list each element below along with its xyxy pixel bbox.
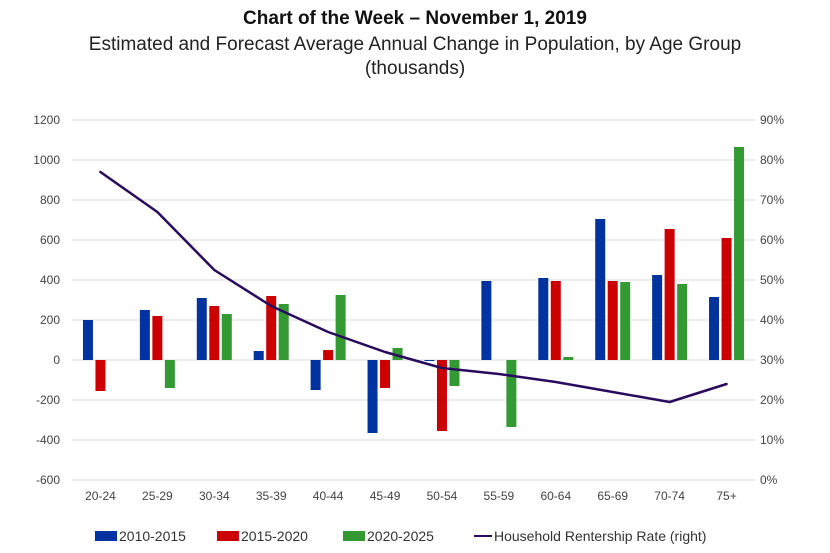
x-tick-label: 55-59 <box>484 489 515 503</box>
bar-2010-2015-30-34 <box>196 298 207 360</box>
bar-2015-2020-65-69 <box>607 281 618 360</box>
y-tick-label: 800 <box>40 193 60 207</box>
bar-2010-2015-75plus <box>709 297 720 360</box>
y2-tick-label: 80% <box>760 153 784 167</box>
bar-2010-2015-55-59 <box>481 281 492 360</box>
y-tick-label: -600 <box>36 473 60 487</box>
y-tick-label: -200 <box>36 393 60 407</box>
chart-subtitle: Estimated and Forecast Average Annual Ch… <box>0 33 830 81</box>
legend-label-2010-2015: 2010-2015 <box>119 528 186 544</box>
bar-2010-2015-70-74 <box>652 275 663 360</box>
y-tick-label: 600 <box>40 233 60 247</box>
legend-swatch-2010-2015 <box>95 531 117 541</box>
bar-2015-2020-45-49 <box>380 360 391 388</box>
y-tick-label: -400 <box>36 433 60 447</box>
legend-label-rentership-rate: Household Rentership Rate (right) <box>494 528 707 544</box>
y2-tick-label: 60% <box>760 233 784 247</box>
legend-item-2015-2020: 2015-2020 <box>217 528 308 544</box>
x-tick-label: 75+ <box>716 489 736 503</box>
y-tick-label: 1200 <box>33 113 60 127</box>
x-tick-label: 65-69 <box>597 489 628 503</box>
bar-2020-2025-75plus <box>734 147 745 360</box>
x-tick-label: 40-44 <box>313 489 344 503</box>
legend-swatch-rentership-rate <box>474 535 492 537</box>
bar-2020-2025-25-29 <box>164 360 175 388</box>
y-axis-right: 90% 80% 70% 60% 50% 40% 30% 20% 10% 0% <box>760 113 784 487</box>
legend-item-2010-2015: 2010-2015 <box>95 528 186 544</box>
bar-series <box>82 147 745 433</box>
bar-2020-2025-45-49 <box>392 348 403 360</box>
legend-item-rentership-rate: Household Rentership Rate (right) <box>474 528 706 544</box>
x-tick-label: 45-49 <box>370 489 401 503</box>
y2-tick-label: 20% <box>760 393 784 407</box>
bar-2010-2015-45-49 <box>367 360 378 433</box>
x-tick-label: 60-64 <box>540 489 571 503</box>
line-household-rentership-rate <box>99 170 728 404</box>
x-axis: 20-24 25-29 30-34 35-39 40-44 45-49 50-54 55-59… <box>85 489 737 503</box>
y2-tick-label: 40% <box>760 313 784 327</box>
y2-tick-label: 10% <box>760 433 784 447</box>
bar-2010-2015-65-69 <box>595 219 606 360</box>
bar-2020-2025-70-74 <box>677 284 688 360</box>
bar-2015-2020-25-29 <box>152 316 163 360</box>
bar-2015-2020-50-54 <box>436 360 447 431</box>
y2-tick-label: 30% <box>760 353 784 367</box>
y2-tick-label: 90% <box>760 113 784 127</box>
bar-2010-2015-25-29 <box>139 310 150 360</box>
legend-swatch-2015-2020 <box>217 531 239 541</box>
bar-2015-2020-30-34 <box>209 306 220 360</box>
bar-2020-2025-55-59 <box>506 360 517 427</box>
y-tick-label: 0 <box>53 353 60 367</box>
bar-2010-2015-40-44 <box>310 360 321 390</box>
bar-2015-2020-35-39 <box>266 296 277 360</box>
bar-2015-2020-70-74 <box>664 229 675 360</box>
bar-2020-2025-50-54 <box>449 360 460 386</box>
legend-label-2015-2020: 2015-2020 <box>241 528 308 544</box>
x-tick-label: 35-39 <box>256 489 287 503</box>
line-series <box>99 170 728 404</box>
y-tick-label: 400 <box>40 273 60 287</box>
y2-tick-label: 0% <box>760 473 778 487</box>
bar-2020-2025-35-39 <box>278 304 289 360</box>
x-tick-label: 50-54 <box>427 489 458 503</box>
x-tick-label: 30-34 <box>199 489 230 503</box>
y2-tick-label: 50% <box>760 273 784 287</box>
gridlines <box>72 119 755 481</box>
legend-label-2020-2025: 2020-2025 <box>367 528 434 544</box>
y-tick-label: 1000 <box>33 153 60 167</box>
x-tick-label: 25-29 <box>142 489 173 503</box>
bar-2015-2020-75plus <box>721 238 732 360</box>
chart-subtitle-line1: Estimated and Forecast Average Annual Ch… <box>88 34 742 55</box>
y2-tick-label: 70% <box>760 193 784 207</box>
chart-title: Chart of the Week – November 1, 2019 <box>243 8 587 29</box>
y-tick-label: 200 <box>40 313 60 327</box>
bar-2020-2025-65-69 <box>620 282 631 360</box>
bar-2020-2025-30-34 <box>221 314 232 360</box>
chart-subtitle-line2: (thousands) <box>364 58 466 79</box>
legend: 2010-2015 2015-2020 2020-2025 Household … <box>0 528 830 548</box>
bar-2020-2025-60-64 <box>563 357 574 360</box>
bar-2020-2025-40-44 <box>335 295 346 360</box>
x-tick-label: 20-24 <box>85 489 116 503</box>
x-tick-label: 70-74 <box>654 489 685 503</box>
bar-2015-2020-60-64 <box>550 281 561 360</box>
legend-item-2020-2025: 2020-2025 <box>343 528 434 544</box>
bar-2010-2015-50-54 <box>424 360 435 361</box>
bar-2010-2015-20-24 <box>82 320 93 360</box>
bar-2010-2015-60-64 <box>538 278 549 360</box>
bar-2015-2020-40-44 <box>323 350 334 360</box>
bar-2015-2020-20-24 <box>95 360 106 391</box>
y-axis-left: 1200 1000 800 600 400 200 0 -200 -400 -600 <box>33 113 60 487</box>
legend-swatch-2020-2025 <box>343 531 365 541</box>
bar-2010-2015-35-39 <box>253 351 264 360</box>
